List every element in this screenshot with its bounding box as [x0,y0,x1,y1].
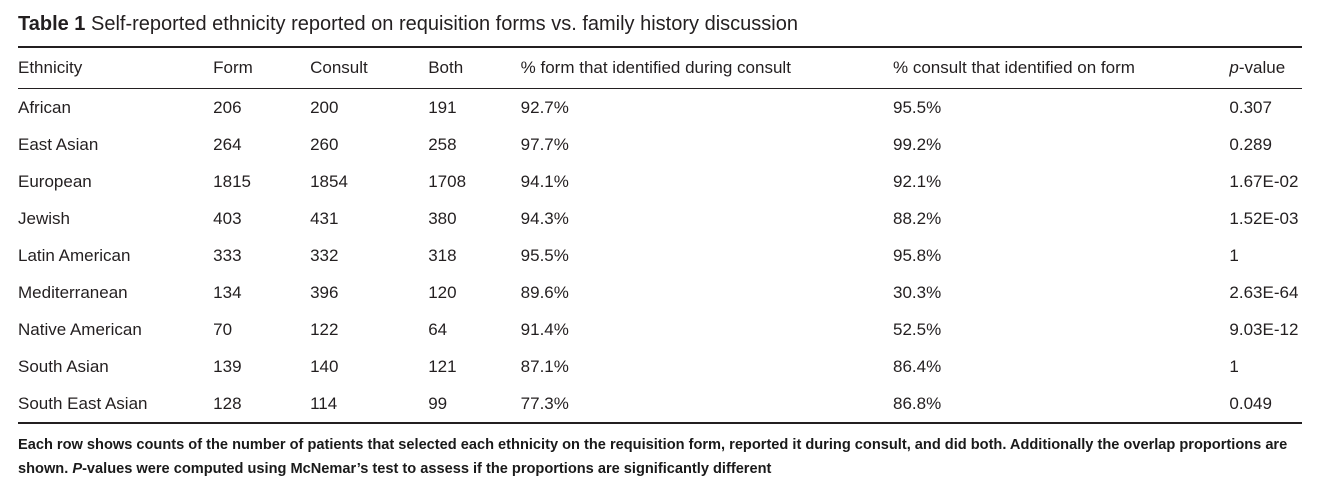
cell-consult: 396 [310,282,339,302]
cell-ethnicity: Latin American [18,245,131,265]
cell-form: 1815 [213,171,251,191]
table-row: South East Asian 128 114 99 77.3% 86.8% … [18,385,1302,423]
p-value-rest: -value [1238,58,1286,77]
cell-form: 206 [213,97,242,117]
cell-pct-form: 91.4% [520,319,569,339]
cell-form: 139 [213,356,242,376]
cell-pct-form: 94.3% [520,208,569,228]
cell-pct-form: 92.7% [520,97,569,117]
cell-consult: 114 [310,393,338,413]
cell-both: 191 [428,97,457,117]
cell-p-value: 2.63E-64 [1229,282,1299,302]
table-caption: Table 1 Self-reported ethnicity reported… [18,8,1302,48]
cell-both: 258 [428,134,457,154]
table-caption-text: Self-reported ethnicity reported on requ… [85,13,798,35]
footnote-text-1: Each row shows counts of the number of p… [18,437,1288,477]
cell-pct-consult: 95.5% [893,97,942,117]
table-row: South Asian 139 140 121 87.1% 86.4% 1 [18,348,1302,385]
cell-form: 134 [213,282,242,302]
cell-p-value: 1.67E-02 [1229,171,1299,191]
cell-both: 121 [428,356,457,376]
table-body: African 206 200 191 92.7% 95.5% 0.307 Ea… [18,89,1302,424]
cell-p-value: 0.307 [1229,97,1272,117]
col-header-consult: Consult [310,48,429,89]
table-row: African 206 200 191 92.7% 95.5% 0.307 [18,89,1302,127]
cell-ethnicity: Native American [18,319,142,339]
cell-pct-consult: 86.4% [893,356,942,376]
cell-form: 70 [213,319,233,339]
cell-pct-form: 94.1% [520,171,569,191]
col-header-form: Form [213,48,311,89]
cell-pct-consult: 52.5% [893,319,942,339]
cell-pct-consult: 95.8% [893,245,942,265]
table-caption-label: Table 1 [18,13,86,35]
cell-p-value: 9.03E-12 [1229,319,1299,339]
table-row: East Asian 264 260 258 97.7% 99.2% 0.289 [18,126,1302,163]
table-row: Mediterranean 134 396 120 89.6% 30.3% 2.… [18,274,1302,311]
cell-consult: 431 [310,208,339,228]
cell-pct-form: 77.3% [520,393,569,413]
cell-pct-form: 89.6% [520,282,569,302]
cell-p-value: 1.52E-03 [1229,208,1299,228]
cell-consult: 122 [310,319,339,339]
col-header-both: Both [428,48,521,89]
col-header-ethnicity: Ethnicity [18,48,214,89]
cell-consult: 140 [310,356,339,376]
cell-consult: 332 [310,245,339,265]
header-row: Ethnicity Form Consult Both % form that … [18,48,1302,89]
cell-ethnicity: Jewish [18,208,70,228]
cell-p-value: 1 [1229,356,1239,376]
cell-pct-consult: 86.8% [893,393,942,413]
cell-consult: 1854 [310,171,348,191]
cell-pct-form: 95.5% [520,245,569,265]
cell-ethnicity: South East Asian [18,393,148,413]
cell-both: 64 [428,319,448,339]
cell-consult: 200 [310,97,339,117]
cell-both: 380 [428,208,457,228]
cell-both: 318 [428,245,457,265]
cell-p-value: 0.049 [1229,393,1272,413]
cell-ethnicity: East Asian [18,134,99,154]
col-header-pct-form: % form that identified during consult [520,48,894,89]
table-row: Latin American 333 332 318 95.5% 95.8% 1 [18,237,1302,274]
cell-pct-consult: 99.2% [893,134,942,154]
col-header-p-value: p-value [1229,48,1302,89]
cell-form: 264 [213,134,242,154]
cell-form: 333 [213,245,242,265]
cell-ethnicity: African [18,97,71,117]
cell-ethnicity: South Asian [18,356,109,376]
cell-p-value: 0.289 [1229,134,1272,154]
cell-pct-form: 87.1% [520,356,569,376]
cell-pct-consult: 88.2% [893,208,942,228]
table-footnote: Each row shows counts of the number of p… [18,424,1302,481]
cell-both: 1708 [428,171,467,191]
cell-pct-form: 97.7% [520,134,569,154]
cell-ethnicity: European [18,171,92,191]
col-header-pct-consult: % consult that identified on form [893,48,1230,89]
table-head: Ethnicity Form Consult Both % form that … [18,48,1302,89]
cell-both: 99 [428,393,448,413]
cell-consult: 260 [310,134,339,154]
table-row: European 1815 1854 1708 94.1% 92.1% 1.67… [18,163,1302,200]
cell-p-value: 1 [1229,245,1239,265]
cell-pct-consult: 92.1% [893,171,942,191]
table-row: Native American 70 122 64 91.4% 52.5% 9.… [18,311,1302,348]
cell-form: 403 [213,208,242,228]
table-row: Jewish 403 431 380 94.3% 88.2% 1.52E-03 [18,200,1302,237]
footnote-italic-p: P [72,461,83,477]
cell-form: 128 [213,393,242,413]
cell-pct-consult: 30.3% [893,282,942,302]
cell-ethnicity: Mediterranean [18,282,128,302]
p-value-italic-p: p [1229,58,1239,77]
cell-both: 120 [428,282,457,302]
ethnicity-table: Ethnicity Form Consult Both % form that … [18,48,1302,424]
footnote-text-2: -values were computed using McNemar’s te… [82,461,772,477]
